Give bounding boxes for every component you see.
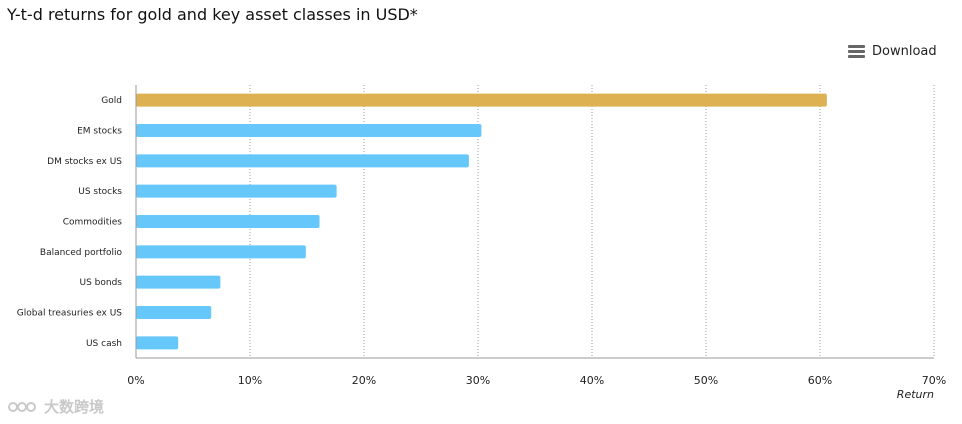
bar-us-bonds[interactable] — [136, 275, 221, 289]
watermark-logo-icon — [8, 401, 36, 412]
x-tick-label: 50% — [694, 374, 718, 387]
category-label: EM stocks — [77, 127, 122, 137]
bars — [136, 93, 827, 350]
category-label: US cash — [86, 339, 122, 349]
x-tick-label: 20% — [352, 374, 376, 387]
download-label: Download — [872, 43, 937, 59]
chart-title: Y-t-d returns for gold and key asset cla… — [7, 5, 418, 24]
x-tick-label: 70% — [922, 374, 946, 387]
x-axis-label: Return — [897, 388, 934, 401]
category-label: US bonds — [80, 278, 123, 288]
bar-us-cash[interactable] — [136, 336, 179, 350]
category-label: Global treasuries ex US — [17, 309, 122, 319]
watermark-text: 大数跨境 — [44, 398, 105, 416]
bar-us-stocks[interactable] — [136, 184, 337, 198]
x-tick-label: 10% — [238, 374, 262, 387]
category-label: Balanced portfolio — [40, 248, 123, 258]
x-tick-label: 30% — [466, 374, 490, 387]
x-tick-label: 0% — [127, 374, 144, 387]
download-button[interactable]: Download — [848, 41, 937, 61]
bar-gold[interactable] — [136, 93, 827, 107]
bar-em-stocks[interactable] — [136, 124, 482, 137]
bar-dm-stocks-ex-us[interactable] — [136, 154, 469, 168]
category-labels: Gold EM stocks DM stocks ex US US stocks Com… — [17, 96, 123, 349]
bar-global-treasuries-ex-us[interactable] — [136, 306, 212, 319]
bar-balanced-portfolio[interactable] — [136, 245, 306, 259]
x-tick-label: 60% — [808, 374, 832, 387]
category-label: Gold — [101, 96, 122, 106]
tick-labels: 0% 10% 20% 30% 40% 50% 60% 70% — [127, 374, 946, 387]
category-label: US stocks — [78, 187, 122, 197]
menu-icon — [848, 44, 865, 58]
category-label: DM stocks ex US — [47, 157, 122, 167]
bar-commodities[interactable] — [136, 215, 320, 228]
watermark: 大数跨境 — [8, 396, 104, 417]
x-tick-label: 40% — [580, 374, 604, 387]
category-label: Commodities — [63, 218, 123, 228]
